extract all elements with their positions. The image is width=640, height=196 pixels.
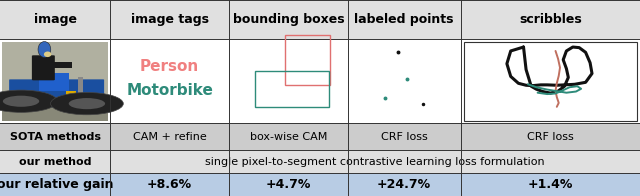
- Text: CRF loss: CRF loss: [381, 132, 428, 142]
- Text: CAM + refine: CAM + refine: [132, 132, 207, 142]
- FancyBboxPatch shape: [9, 79, 104, 107]
- Bar: [51, 62, 72, 68]
- Text: +8.6%: +8.6%: [147, 178, 192, 191]
- Bar: [2, 107, 108, 121]
- Text: our method: our method: [19, 157, 92, 167]
- Text: scribbles: scribbles: [519, 13, 582, 26]
- Text: +4.7%: +4.7%: [266, 178, 311, 191]
- Text: +1.4%: +1.4%: [528, 178, 573, 191]
- Ellipse shape: [44, 52, 51, 57]
- Circle shape: [3, 96, 39, 107]
- Text: image: image: [33, 13, 77, 26]
- Circle shape: [68, 98, 105, 109]
- Bar: [285, 35, 330, 85]
- Text: CRF loss: CRF loss: [527, 132, 574, 142]
- Text: bounding boxes: bounding boxes: [232, 13, 344, 26]
- Bar: [66, 91, 76, 97]
- Bar: [0, 0, 640, 39]
- Bar: [0, 39, 640, 123]
- Text: +24.7%: +24.7%: [377, 178, 431, 191]
- Circle shape: [0, 90, 58, 112]
- Text: SOTA methods: SOTA methods: [10, 132, 100, 142]
- Bar: [39, 73, 69, 91]
- Bar: [0, 150, 640, 173]
- Text: single pixel-to-segment contrastive learning loss formulation: single pixel-to-segment contrastive lear…: [205, 157, 545, 167]
- Text: Motorbike: Motorbike: [126, 83, 213, 98]
- FancyBboxPatch shape: [32, 55, 55, 80]
- Bar: [2, 42, 108, 121]
- Text: Person: Person: [140, 59, 199, 74]
- Circle shape: [51, 93, 124, 115]
- Bar: [255, 71, 328, 107]
- Text: labeled points: labeled points: [355, 13, 454, 26]
- Ellipse shape: [38, 42, 51, 57]
- Text: box-wise CAM: box-wise CAM: [250, 132, 327, 142]
- Bar: [79, 77, 83, 105]
- Bar: [0, 173, 640, 196]
- Text: our relative gain: our relative gain: [0, 178, 113, 191]
- Text: image tags: image tags: [131, 13, 209, 26]
- Bar: [0, 123, 640, 150]
- Bar: [464, 42, 637, 121]
